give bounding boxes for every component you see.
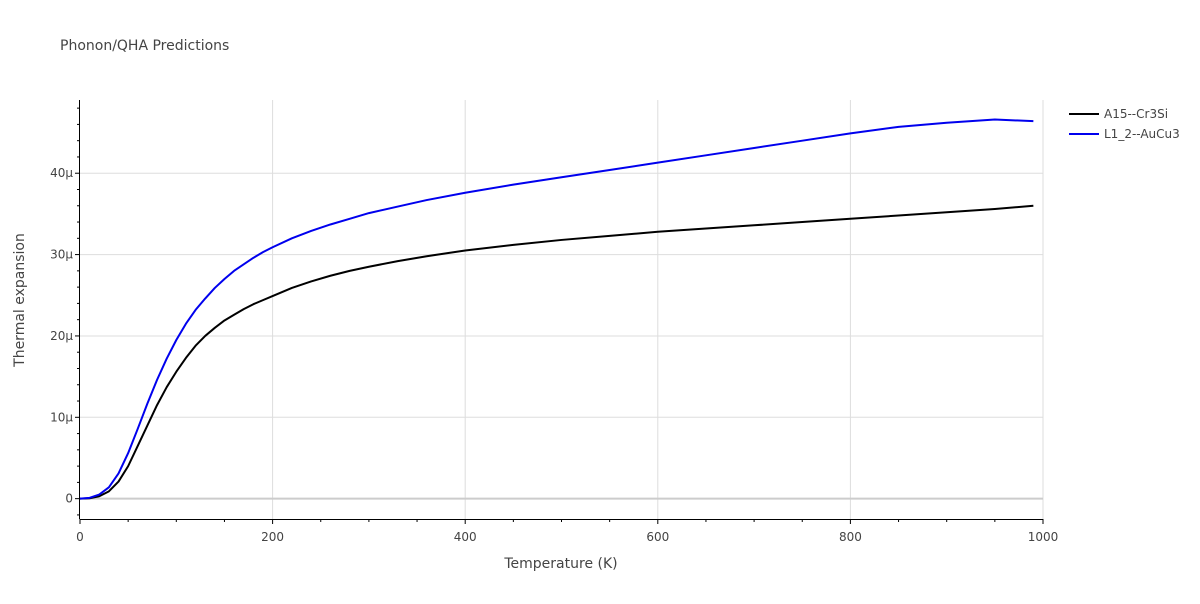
x-tick-label: 600 — [646, 530, 669, 544]
x-tick-label: 800 — [839, 530, 862, 544]
y-axis-ticks: 0 10μ 20μ 30μ 40μ — [50, 166, 73, 505]
legend-label: L1_2--AuCu3 — [1104, 127, 1180, 141]
legend-item-2[interactable]: L1_2--AuCu3 — [1069, 127, 1180, 141]
y-tick-label: 30μ — [50, 248, 73, 262]
series-line-2 — [79, 118, 1034, 500]
chart-title: Phonon/QHA Predictions — [60, 38, 229, 54]
axes — [75, 100, 1044, 524]
series-line-1 — [79, 204, 1034, 500]
y-tick-label: 10μ — [50, 410, 73, 424]
legend[interactable]: A15--Cr3Si L1_2--AuCu3 — [1069, 107, 1180, 141]
x-tick-label: 200 — [261, 530, 284, 544]
legend-label: A15--Cr3Si — [1104, 107, 1168, 121]
x-axis-label: Temperature (K) — [503, 556, 617, 572]
x-tick-label: 400 — [454, 530, 477, 544]
x-tick-label: 1000 — [1028, 530, 1059, 544]
grid-lines — [80, 100, 1044, 519]
x-tick-label: 0 — [76, 530, 84, 544]
y-tick-label: 20μ — [50, 329, 73, 343]
x-axis-ticks: 0 200 400 600 800 1000 — [76, 530, 1058, 544]
legend-item-1[interactable]: A15--Cr3Si — [1069, 107, 1168, 121]
y-axis-label: Thermal expansion — [12, 233, 28, 368]
series-lines — [79, 118, 1034, 500]
y-tick-label: 40μ — [50, 166, 73, 180]
y-tick-label: 0 — [65, 492, 73, 506]
